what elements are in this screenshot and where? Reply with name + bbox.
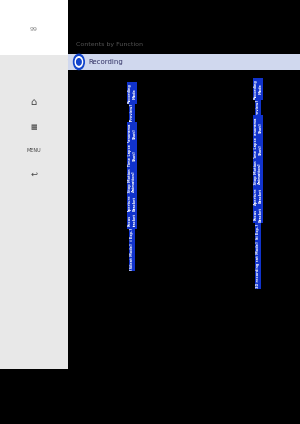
Text: MENU: MENU	[26, 148, 41, 153]
Text: [Preview]: [Preview]	[256, 98, 260, 118]
FancyBboxPatch shape	[0, 55, 44, 369]
Text: [Time Lapse
Shot]: [Time Lapse Shot]	[128, 144, 136, 168]
Text: Focus
Bracket: Focus Bracket	[128, 213, 136, 228]
Text: Recording: Recording	[88, 59, 123, 65]
Text: [Panorama
Shot]: [Panorama Shot]	[128, 123, 136, 144]
Text: Aperture
Bracket: Aperture Bracket	[128, 195, 136, 212]
Text: Focus
Bracket: Focus Bracket	[254, 206, 262, 222]
Text: [Stop Motion
Animation]: [Stop Motion Animation]	[128, 168, 136, 194]
Circle shape	[74, 54, 84, 70]
Text: [Preview]: [Preview]	[130, 103, 134, 122]
Text: Contents by Function: Contents by Function	[76, 42, 143, 47]
Text: [Time Lapse
Shot]: [Time Lapse Shot]	[254, 137, 262, 161]
Text: [Multi Exp.]: [Multi Exp.]	[130, 228, 134, 251]
Text: 99: 99	[30, 27, 38, 32]
Text: [Silent Mode]: [Silent Mode]	[130, 243, 134, 270]
Text: [Stop Motion
Animation]: [Stop Motion Animation]	[254, 160, 262, 186]
Text: [Silent Mode]: [Silent Mode]	[256, 241, 260, 268]
Circle shape	[75, 57, 82, 67]
Text: ↩: ↩	[30, 169, 37, 179]
Text: Aperture
Bracket: Aperture Bracket	[254, 187, 262, 205]
Text: ▦: ▦	[30, 124, 37, 130]
FancyBboxPatch shape	[68, 54, 300, 70]
Circle shape	[76, 59, 81, 65]
Text: [Panorama
Shot]: [Panorama Shot]	[254, 117, 262, 138]
FancyBboxPatch shape	[0, 55, 68, 369]
Text: ⌂: ⌂	[31, 97, 37, 107]
Text: 3D recording: 3D recording	[256, 263, 260, 288]
FancyBboxPatch shape	[0, 0, 68, 55]
Text: Recording
Mode: Recording Mode	[254, 79, 262, 99]
Text: [Multi Exp.]: [Multi Exp.]	[256, 224, 260, 247]
Text: Recording
Mode: Recording Mode	[128, 84, 136, 103]
